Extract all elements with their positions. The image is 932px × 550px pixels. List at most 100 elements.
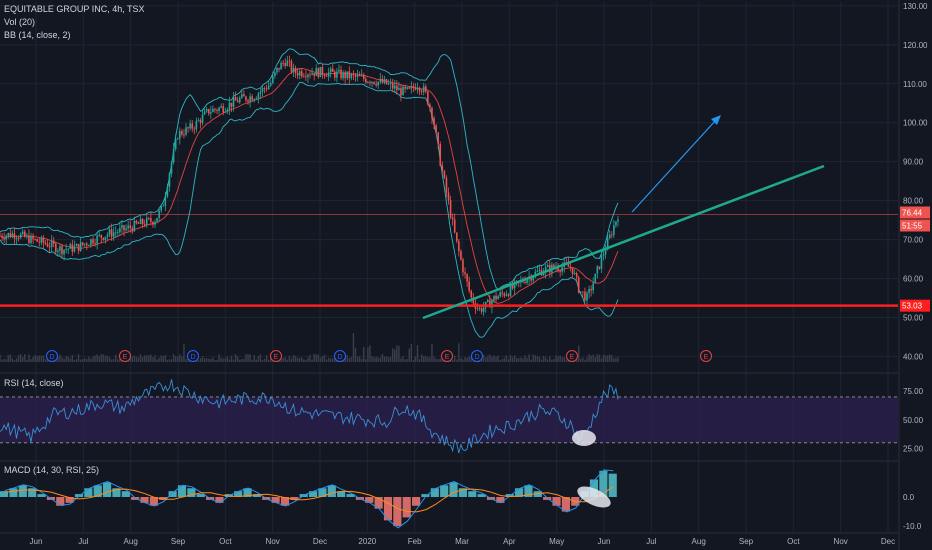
macd-histogram-bar <box>252 494 261 497</box>
volume-bar <box>183 343 185 362</box>
candle-body <box>251 96 253 101</box>
volume-bar <box>547 359 549 362</box>
candle-body <box>191 123 194 129</box>
macd-histogram-bar <box>140 497 149 503</box>
candle-body <box>294 67 297 73</box>
candle-body <box>238 97 241 103</box>
candle-body <box>557 267 559 271</box>
volume-bar <box>22 357 24 362</box>
volume-bar <box>379 357 382 362</box>
candle-body <box>121 225 123 228</box>
macd-histogram-bar <box>196 494 205 497</box>
candle-body <box>129 225 132 228</box>
candle-body <box>48 246 51 248</box>
candle-body <box>613 225 615 236</box>
candle-body <box>141 218 144 225</box>
earnings-marker <box>119 350 131 362</box>
macd-histogram-bar <box>65 497 74 503</box>
candle-body <box>468 281 470 291</box>
candle-body <box>183 134 185 136</box>
candle-body <box>334 71 336 78</box>
candle-body <box>569 266 572 268</box>
candle-body <box>234 97 237 101</box>
candle-body <box>482 307 485 312</box>
candle-body <box>197 120 200 121</box>
event-marker-label: E <box>445 354 450 361</box>
volume-bar <box>549 356 551 362</box>
volume-bar <box>117 359 119 362</box>
volume-bar <box>530 359 532 362</box>
macd-histogram-bar <box>449 482 458 497</box>
volume-bar <box>92 356 94 362</box>
volume-bar <box>263 358 266 362</box>
volume-bar <box>404 359 406 362</box>
rsi-band <box>0 396 898 443</box>
candle-body <box>317 68 320 77</box>
candle-body <box>203 111 206 115</box>
volume-bar <box>538 356 541 362</box>
macd-label[interactable]: MACD (14, 30, RSI, 25) <box>4 465 100 475</box>
x-tick-label: Dec <box>881 537 895 546</box>
candle-body <box>575 273 578 278</box>
candle-body <box>267 85 270 90</box>
y-tick-label: 40.00 <box>903 352 924 361</box>
macd-tick-label: -10.0 <box>903 522 922 531</box>
macd-histogram-bar <box>477 494 486 497</box>
volume-bar <box>600 358 603 362</box>
volume-bar <box>396 345 398 362</box>
candle-body <box>451 217 454 220</box>
legend-bb[interactable]: BB (14, close, 2) <box>4 30 71 40</box>
volume-bar <box>350 357 353 362</box>
candle-body <box>493 295 495 301</box>
candle-body <box>579 291 582 293</box>
volume-bar <box>301 357 303 362</box>
volume-bar <box>425 355 427 362</box>
candle-body <box>38 241 41 243</box>
candle-body <box>152 221 154 225</box>
candle-body <box>28 235 30 244</box>
candle-body <box>150 218 152 222</box>
candle-body <box>602 254 605 256</box>
y-tick-label: 130.00 <box>903 2 928 11</box>
candle-body <box>9 233 12 238</box>
volume-bar <box>509 355 512 362</box>
price-tag-support: 53.03 <box>902 302 923 311</box>
candle-body <box>416 87 419 90</box>
candle-body <box>104 236 107 240</box>
volume-bar <box>429 357 431 362</box>
volume-bar <box>241 359 243 362</box>
volume-bar <box>179 354 181 362</box>
candle-body <box>596 266 599 274</box>
x-tick-label: Oct <box>219 537 232 546</box>
candle-body <box>106 234 109 237</box>
candle-body <box>181 131 183 135</box>
rsi-label[interactable]: RSI (14, close) <box>4 378 64 388</box>
legend-volume[interactable]: Vol (20) <box>4 17 36 27</box>
earnings-marker <box>566 350 578 362</box>
macd-histogram-bar <box>337 491 346 497</box>
candle-body <box>546 265 549 268</box>
macd-histogram-bar <box>121 491 130 497</box>
volume-bar <box>588 354 590 362</box>
volume-bar <box>524 355 526 362</box>
legend-symbol[interactable]: EQUITABLE GROUP INC, 4h, TSX <box>4 4 145 14</box>
volume-bar <box>557 356 559 362</box>
volume-bar <box>73 359 76 362</box>
volume-bar <box>257 356 260 362</box>
candle-body <box>422 86 425 93</box>
volume-bar <box>532 354 534 362</box>
volume-bar <box>11 358 14 362</box>
candle-body <box>249 96 251 102</box>
candle-body <box>453 219 456 233</box>
candle-body <box>340 69 342 79</box>
candle-body <box>592 283 594 291</box>
earnings-marker <box>270 350 282 362</box>
candle-body <box>319 67 322 77</box>
candle-body <box>241 94 243 98</box>
macd-histogram-bar <box>561 497 570 512</box>
macd-histogram-bar <box>290 497 299 500</box>
candle-body <box>449 200 452 218</box>
candle-body <box>561 267 563 272</box>
candle-body <box>472 297 475 304</box>
volume-bar <box>307 357 309 362</box>
